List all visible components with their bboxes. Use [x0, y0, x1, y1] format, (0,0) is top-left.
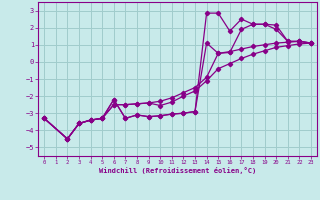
X-axis label: Windchill (Refroidissement éolien,°C): Windchill (Refroidissement éolien,°C): [99, 167, 256, 174]
